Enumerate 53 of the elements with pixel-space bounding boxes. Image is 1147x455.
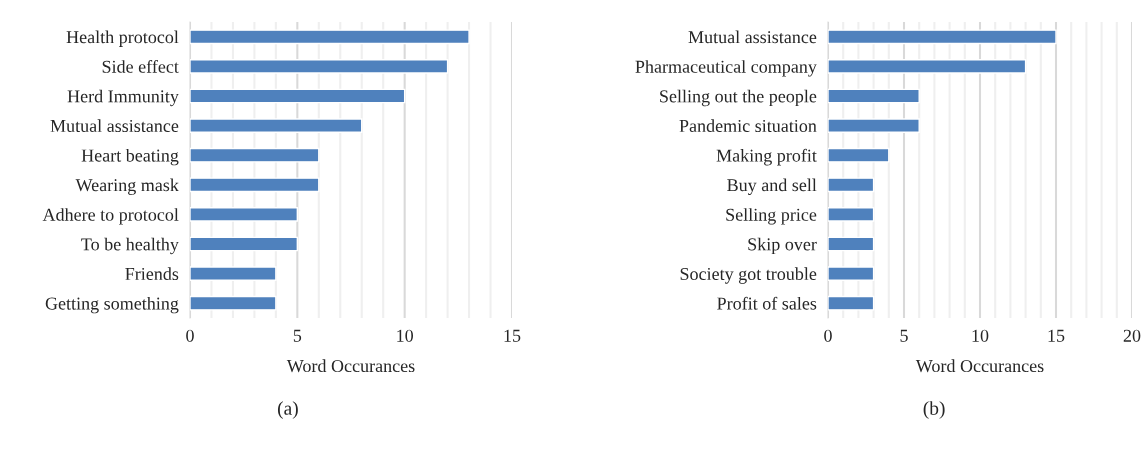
x-axis-title: Word Occurances [286, 359, 415, 373]
y-tick-label: Side effect [102, 59, 179, 73]
bar [190, 118, 363, 133]
bar [828, 59, 1027, 74]
y-tick-label: Getting something [45, 296, 179, 314]
y-tick-label: Profit of sales [717, 296, 817, 310]
text: (b) [923, 401, 945, 419]
x-tick-label: 0 [824, 329, 832, 342]
x-tick-label: 15 [504, 329, 521, 342]
x-tick-label: 0 [186, 329, 194, 342]
x-axis-title: Word Occurances [915, 359, 1044, 373]
y-tick-label: Making profit [716, 148, 817, 166]
text: (a) [277, 401, 298, 419]
y-tick-label: Skip over [748, 237, 817, 255]
y-tick-label: Mutual assistance [688, 30, 817, 44]
y-tick-label: Selling out the people [660, 89, 817, 107]
y-tick-label: Pandemic situation [679, 119, 817, 133]
bar [190, 236, 299, 252]
bar [828, 236, 875, 252]
x-tick-label: 5 [900, 329, 908, 342]
x-tick-label: 10 [397, 329, 414, 342]
bar [828, 177, 875, 193]
y-tick-label: Health protocol [66, 30, 179, 47]
x-tick-label: 5 [293, 329, 302, 342]
bar [828, 266, 875, 281]
y-tick-label: Adhere to protocol [42, 208, 179, 225]
x-tick-label: 15 [1048, 329, 1065, 342]
bar [190, 29, 470, 45]
bar [190, 147, 320, 163]
x-tick-label: 10 [972, 329, 989, 342]
y-tick-label: Mutual assistance [50, 119, 179, 133]
bar [828, 118, 920, 133]
bar [190, 59, 449, 74]
y-tick-label: Pharmaceutical company [635, 60, 817, 77]
x-tick-label: 20 [1123, 329, 1141, 342]
bar [828, 88, 920, 104]
y-tick-label: Society got trouble [680, 267, 817, 284]
y-tick-label: Heart beating [81, 148, 179, 166]
bar [828, 207, 875, 222]
y-tick-label: Herd Immunity [67, 89, 179, 107]
bar [190, 266, 277, 281]
bar [190, 295, 277, 311]
bar [828, 295, 875, 311]
y-tick-label: Friends [125, 267, 179, 281]
bar [828, 147, 890, 163]
bar [190, 88, 406, 104]
bar [828, 29, 1057, 45]
y-tick-label: Wearing mask [75, 178, 179, 195]
bar [190, 177, 320, 193]
y-tick-label: Buy and sell [727, 178, 817, 195]
bar [190, 207, 299, 222]
y-tick-label: To be healthy [81, 237, 179, 255]
y-tick-label: Selling price [726, 208, 817, 225]
